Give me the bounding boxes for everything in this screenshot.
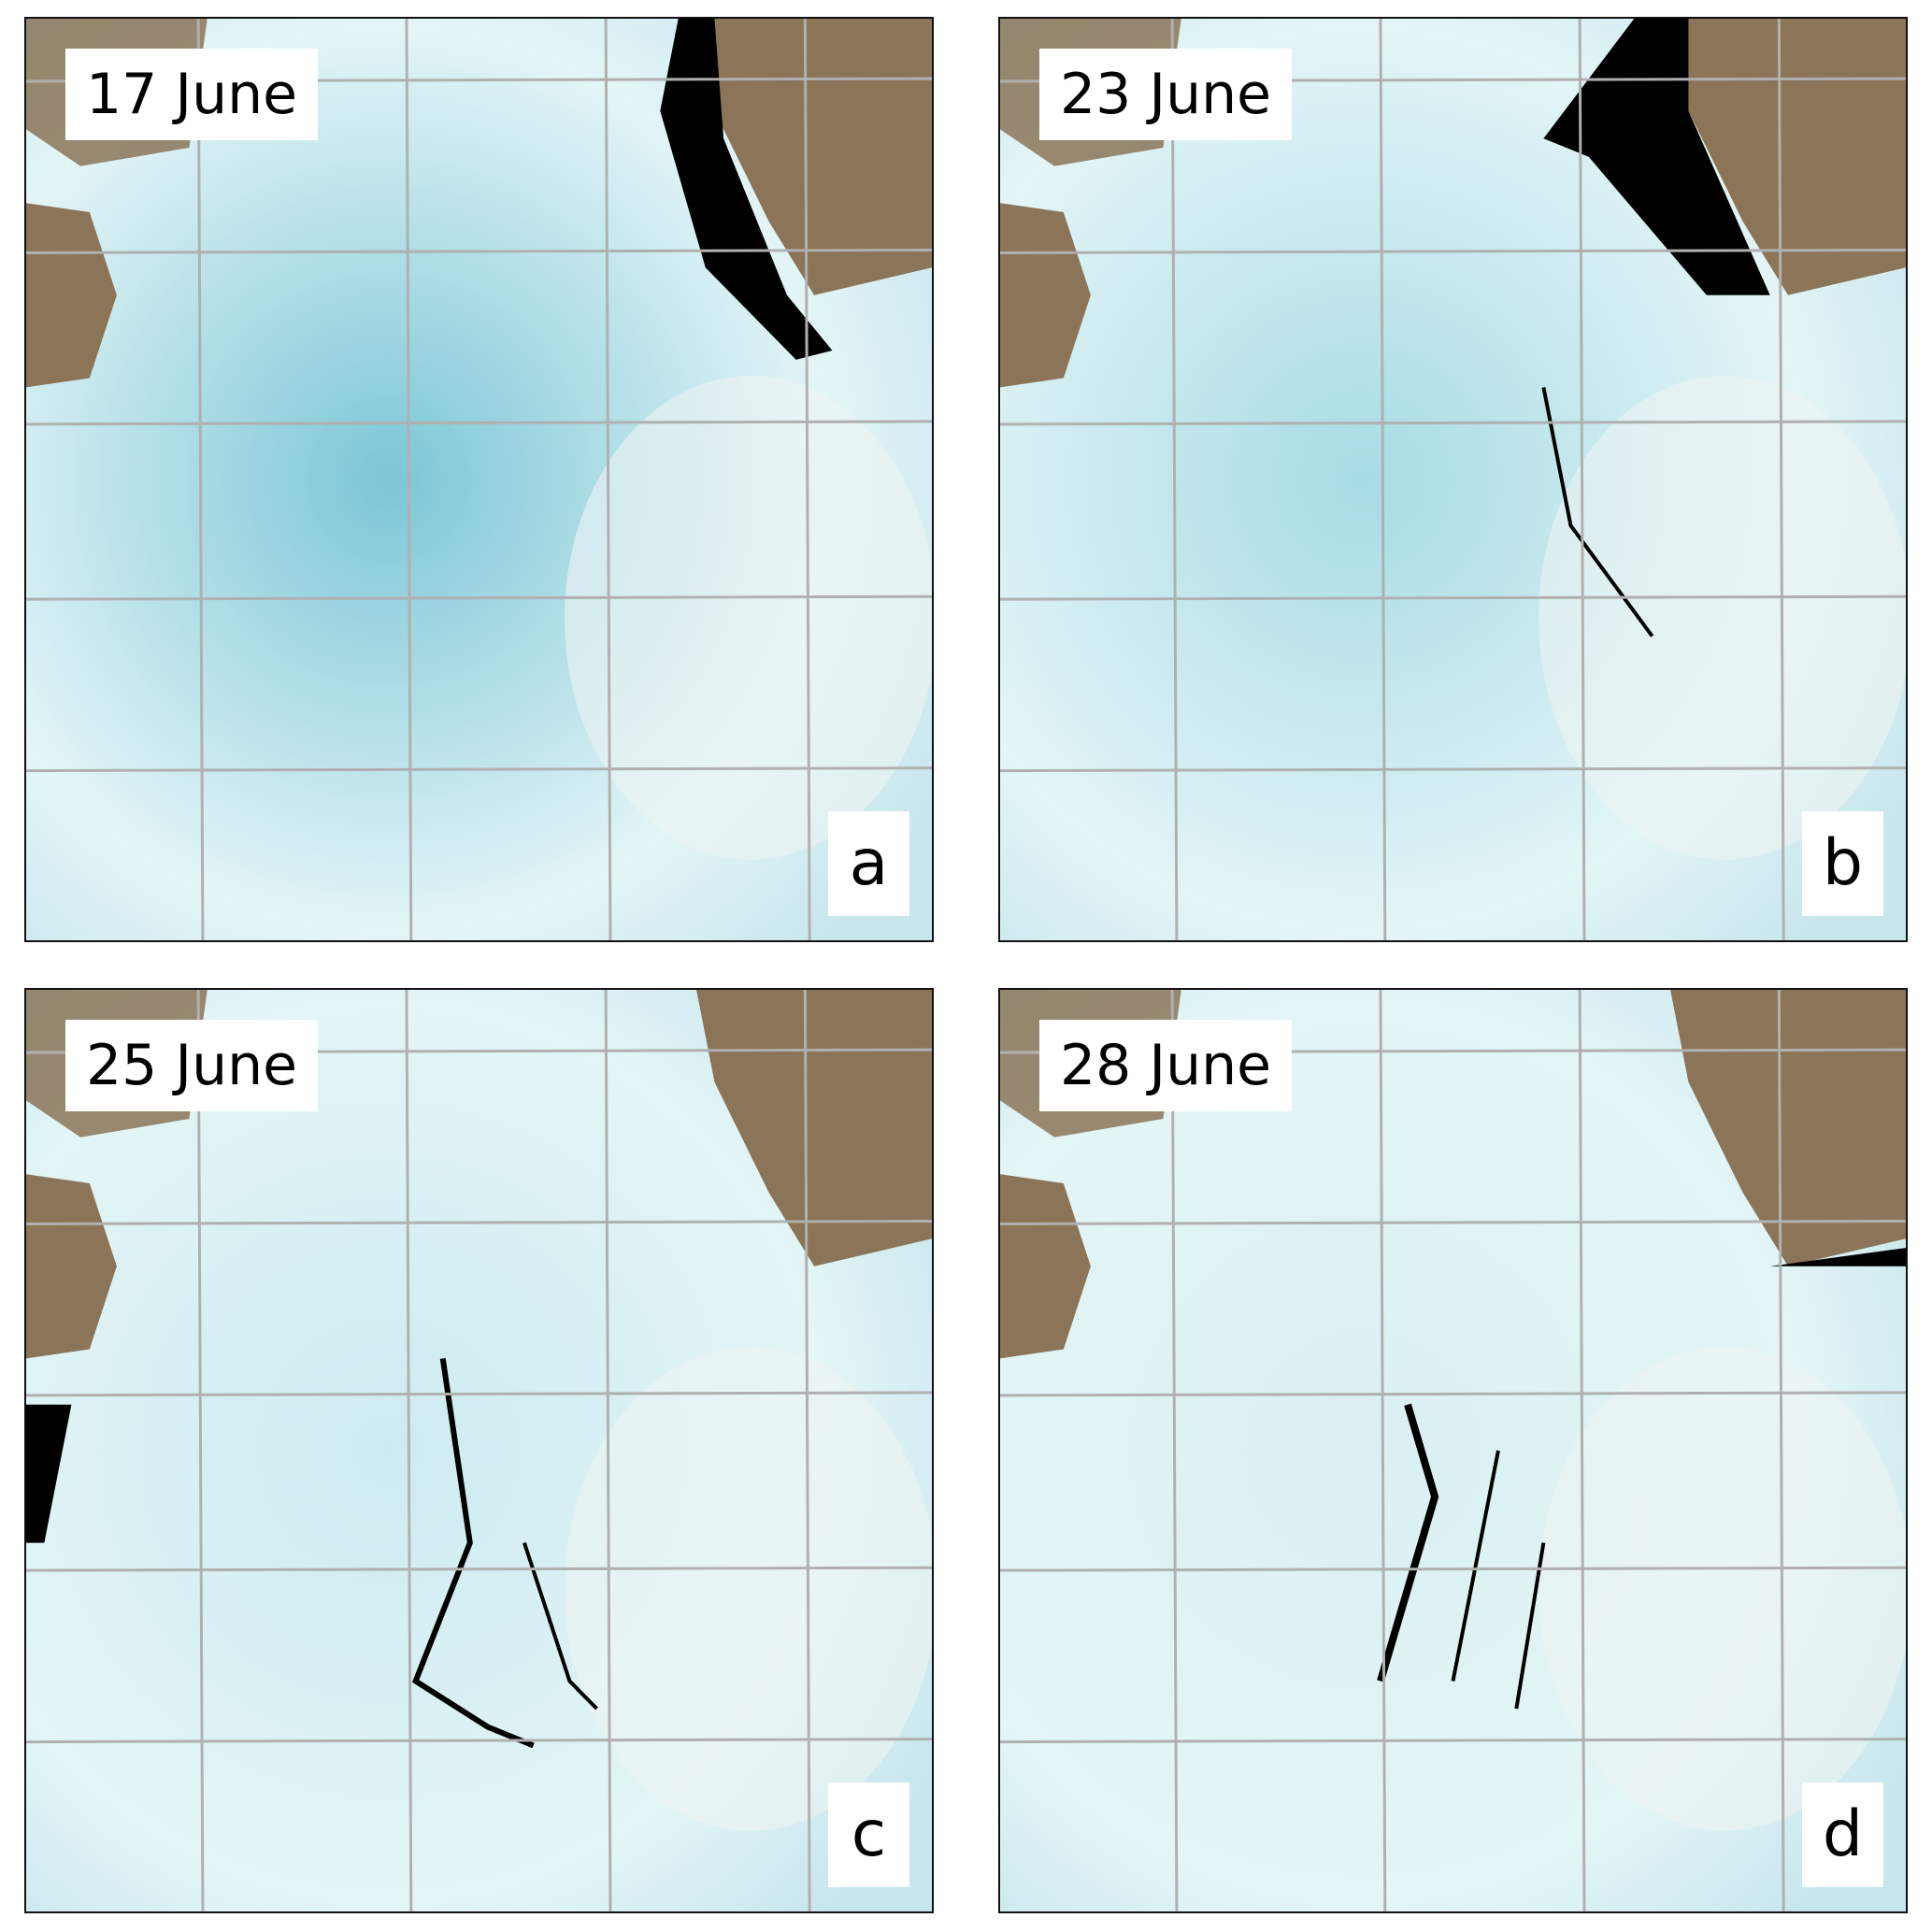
panel-letter: d [1802,1782,1883,1887]
lead [1377,1403,1439,1682]
open-water [26,1404,72,1543]
cloud [565,1347,932,1831]
satellite-image [1000,19,1906,940]
grid-line-horizontal [1000,420,1906,426]
lead [411,1357,535,1749]
satellite-image [26,19,932,940]
grid-line-horizontal [1000,766,1906,773]
grid-line-vertical [1170,19,1179,940]
grid-line-horizontal [1000,248,1906,254]
satellite-panel-d: 28 June d [998,988,1908,1913]
grid-line-horizontal [1000,1566,1906,1572]
date-label: 25 June [65,1020,319,1111]
satellite-image [1000,990,1906,1911]
land-northeast [696,19,932,295]
grid-line-horizontal [26,1566,932,1572]
land-northeast [1670,990,1906,1267]
grid-line-horizontal [26,1391,932,1397]
grid-line-horizontal [26,248,932,254]
cloud [1538,1347,1906,1831]
date-label: 17 June [65,49,319,140]
grid-line-vertical [1578,19,1586,940]
grid-line-vertical [196,990,205,1911]
open-water [1543,19,1770,295]
grid-line-vertical [803,19,811,940]
land-west [1000,203,1091,388]
cloud [565,376,932,860]
grid-line-vertical [803,990,811,1911]
grid-line-horizontal [1000,594,1906,601]
grid-line-horizontal [1000,1219,1906,1225]
grid-line-horizontal [1000,1738,1906,1744]
satellite-panel-a: 17 June a [24,17,934,942]
lead [522,1541,598,1710]
panel-letter: b [1802,811,1883,916]
grid-line-horizontal [26,766,932,773]
lead [1451,1450,1546,1710]
grid-line-horizontal [26,594,932,601]
lead [1541,387,1654,637]
grid-line-vertical [604,990,612,1911]
satellite-image [26,990,932,1911]
grid-line-vertical [1379,990,1387,1911]
grid-line-horizontal [1000,1391,1906,1397]
open-water [1769,1248,1906,1267]
land-west [26,203,117,388]
cloud [1538,376,1906,860]
date-label: 23 June [1039,49,1293,140]
land-west [26,1174,117,1359]
grid-line-vertical [196,19,205,940]
satellite-panel-c: 25 June c [24,988,934,1913]
panel-letter: c [828,1782,909,1887]
grid-line-vertical [1578,990,1586,1911]
grid-line-vertical [405,19,413,940]
grid-line-vertical [1777,990,1785,1911]
grid-line-horizontal [26,420,932,426]
land-northeast [696,990,932,1267]
grid-line-vertical [1170,990,1179,1911]
land-northeast [1670,19,1906,295]
grid-line-vertical [604,19,612,940]
grid-line-vertical [1379,19,1387,940]
land-west [1000,1174,1091,1359]
date-label: 28 June [1039,1020,1293,1111]
grid-line-vertical [1777,19,1785,940]
satellite-panel-b: 23 June b [998,17,1908,942]
panel-letter: a [828,811,909,916]
grid-line-horizontal [26,1738,932,1744]
grid-line-vertical [405,990,413,1911]
open-water [660,19,833,360]
grid-line-horizontal [26,1219,932,1225]
